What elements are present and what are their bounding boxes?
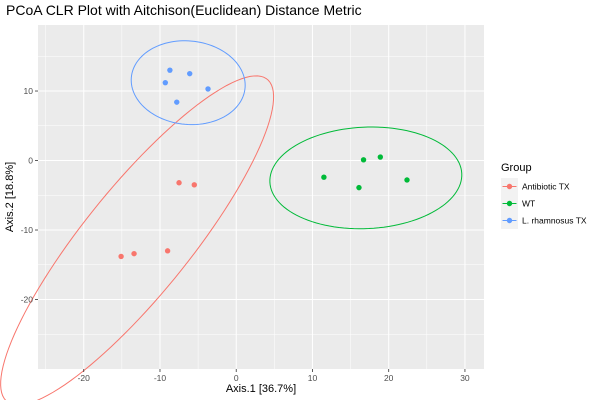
point-0 — [131, 250, 137, 257]
y-tick-label: -10 — [21, 225, 34, 235]
point-2 — [187, 70, 193, 77]
x-tick-label: 0 — [234, 373, 239, 383]
legend-label: WT — [522, 199, 535, 209]
legend-key-point — [506, 183, 513, 190]
legend-title: Group — [501, 162, 532, 174]
point-1 — [360, 157, 367, 163]
chart-title: PCoA CLR Plot with Aitchison(Euclidean) … — [6, 2, 362, 18]
confidence-ellipses — [0, 40, 463, 400]
x-axis-title: Axis.1 [36.7%] — [226, 383, 296, 395]
data-points — [118, 67, 410, 260]
point-1 — [404, 177, 410, 183]
x-tick-label: 20 — [384, 373, 394, 383]
legend-key-point — [506, 200, 513, 207]
y-axis-ticks: -20 -10 0 10 — [21, 86, 38, 305]
point-2 — [162, 79, 169, 86]
grid-minor — [38, 25, 484, 369]
plot-panel — [38, 25, 484, 369]
point-2 — [205, 86, 211, 92]
point-2 — [167, 67, 173, 73]
legend: Group Antibiotic TX WT L. rhamnosus TX — [501, 162, 587, 229]
x-tick-label: -20 — [78, 373, 91, 383]
point-1 — [377, 154, 384, 160]
y-tick-label: 0 — [28, 156, 33, 166]
ellipse-2 — [130, 40, 246, 126]
x-tick-label: 30 — [460, 373, 470, 383]
grid-major — [38, 25, 484, 369]
point-0 — [191, 182, 197, 188]
y-tick-label: 10 — [24, 86, 34, 96]
y-axis-title: Axis.2 [18.8%] — [4, 162, 16, 232]
y-tick-label: -20 — [21, 295, 34, 305]
ellipse-0 — [0, 75, 275, 400]
point-1 — [356, 184, 362, 191]
point-0 — [164, 248, 171, 254]
x-tick-label: -10 — [154, 373, 167, 383]
legend-label: Antibiotic TX — [522, 182, 570, 192]
ellipse-1 — [269, 126, 463, 230]
point-1 — [321, 174, 327, 180]
legend-key-point — [506, 217, 513, 224]
legend-label: L. rhamnosus TX — [522, 216, 587, 226]
x-axis-ticks: -20 -10 0 10 20 30 — [78, 369, 470, 383]
point-2 — [174, 99, 180, 105]
x-tick-label: 10 — [308, 373, 318, 383]
point-0 — [176, 180, 182, 186]
point-0 — [118, 253, 124, 260]
